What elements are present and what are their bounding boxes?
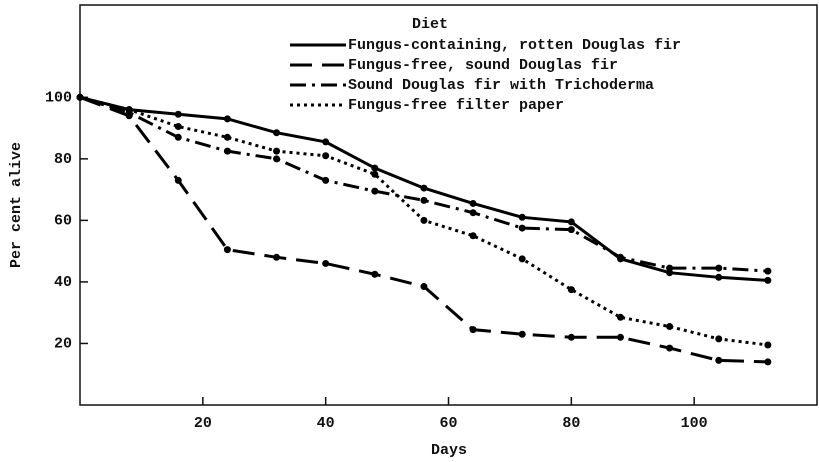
data-point — [518, 330, 526, 338]
data-point — [273, 155, 281, 163]
data-point — [371, 270, 379, 278]
data-point — [322, 152, 330, 160]
data-point — [371, 187, 379, 195]
data-point — [223, 133, 231, 141]
data-point — [616, 313, 624, 321]
data-point — [76, 93, 84, 101]
data-point — [223, 147, 231, 155]
data-point — [518, 224, 526, 232]
data-point — [420, 283, 428, 291]
data-point — [125, 106, 133, 114]
legend-title: Diet — [412, 16, 448, 33]
data-point — [174, 176, 182, 184]
data-point — [469, 209, 477, 217]
data-point — [666, 264, 674, 272]
data-point — [223, 115, 231, 123]
data-point — [469, 199, 477, 207]
x-axis-label: Days — [431, 442, 467, 459]
data-point — [666, 323, 674, 331]
data-point — [567, 226, 575, 234]
data-point — [223, 246, 231, 254]
data-point — [469, 232, 477, 240]
series-line — [79, 95, 768, 273]
series-line — [79, 95, 768, 364]
y-tick-label: 20 — [54, 335, 72, 352]
data-point — [567, 218, 575, 226]
data-point — [273, 129, 281, 137]
data-point — [567, 286, 575, 294]
data-point — [715, 356, 723, 364]
data-point — [322, 259, 330, 267]
data-point — [518, 255, 526, 263]
data-point — [764, 358, 772, 366]
data-point — [666, 344, 674, 352]
data-point — [322, 138, 330, 146]
data-point — [518, 213, 526, 221]
data-point — [764, 341, 772, 349]
data-point — [322, 176, 330, 184]
x-tick-label: 80 — [562, 415, 580, 432]
data-point — [764, 267, 772, 275]
x-tick-label: 60 — [439, 415, 457, 432]
legend-label: Fungus-containing, rotten Douglas fir — [348, 37, 681, 54]
y-tick-label: 100 — [45, 89, 72, 106]
data-point — [567, 333, 575, 341]
y-tick-label: 40 — [54, 274, 72, 291]
x-tick-label: 20 — [194, 415, 212, 432]
data-point — [174, 110, 182, 118]
data-point — [420, 196, 428, 204]
data-point — [616, 253, 624, 261]
data-point — [469, 326, 477, 334]
data-point — [715, 264, 723, 272]
legend-label: Fungus-free, sound Douglas fir — [348, 57, 618, 74]
data-point — [420, 216, 428, 224]
data-point — [764, 276, 772, 284]
legend-label: Fungus-free filter paper — [348, 97, 564, 114]
data-point — [273, 147, 281, 155]
x-tick-label: 100 — [681, 415, 708, 432]
x-tick-label: 40 — [317, 415, 335, 432]
y-axis-label: Per cent alive — [8, 142, 25, 268]
legend-label: Sound Douglas fir with Trichoderma — [348, 77, 654, 94]
data-point — [715, 273, 723, 281]
data-point — [420, 184, 428, 192]
y-tick-label: 60 — [54, 212, 72, 229]
data-point — [616, 333, 624, 341]
data-point — [371, 164, 379, 172]
y-tick-label: 80 — [54, 151, 72, 168]
data-point — [174, 133, 182, 141]
data-point — [715, 335, 723, 343]
data-point — [371, 170, 379, 178]
data-point — [174, 123, 182, 131]
data-point — [273, 253, 281, 261]
